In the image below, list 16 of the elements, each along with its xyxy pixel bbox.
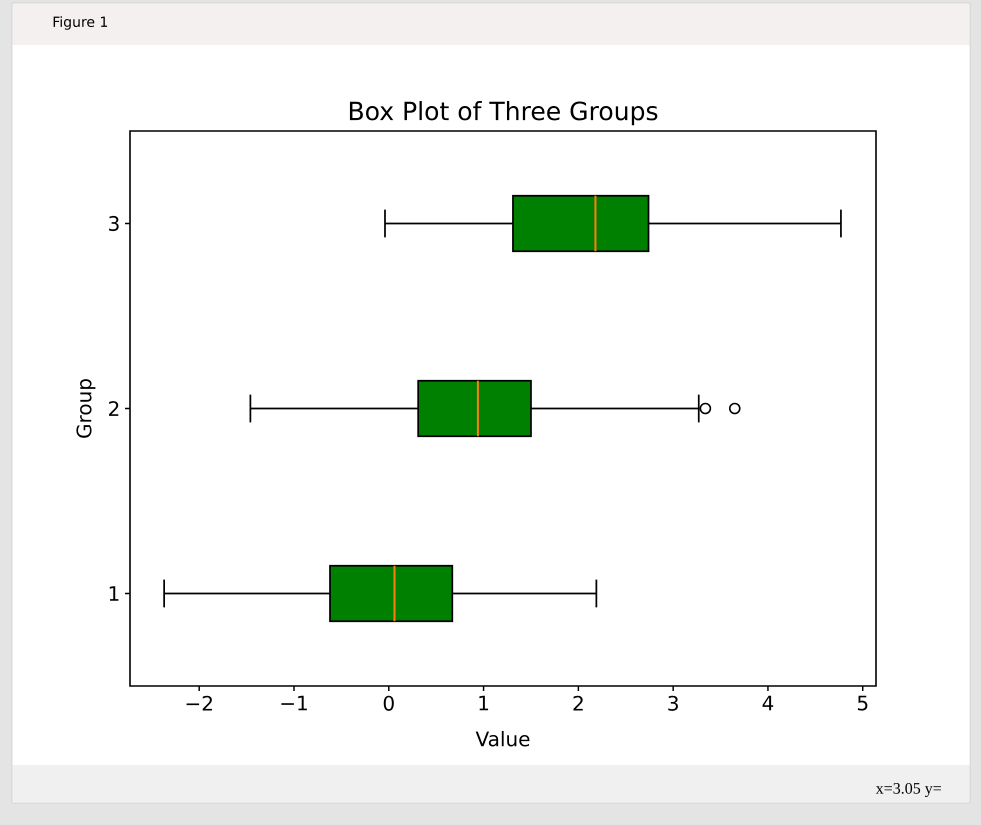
x-tick-label: 1 bbox=[479, 696, 488, 710]
x-tick-label: 5 bbox=[858, 696, 868, 711]
chart-title: Box Plot of Three Groups bbox=[350, 101, 658, 126]
x-tick-label: 2 bbox=[573, 696, 583, 711]
x-tick-label: −1 bbox=[281, 696, 307, 710]
x-axis-title: Value bbox=[476, 731, 530, 746]
x-tick-label: 0 bbox=[384, 696, 394, 711]
y-tick-label: 1 bbox=[110, 586, 118, 601]
y-tick-label: 3 bbox=[109, 216, 119, 232]
x-tick-label: −2 bbox=[186, 696, 212, 711]
text: x=3.05 y= bbox=[876, 782, 941, 798]
x-tick-label: 4 bbox=[762, 696, 774, 710]
y-tick-label: 2 bbox=[109, 401, 118, 416]
caption: Figure 1 bbox=[54, 16, 108, 30]
x-tick-label: 3 bbox=[668, 696, 678, 711]
y-axis-title: Group bbox=[76, 379, 96, 438]
